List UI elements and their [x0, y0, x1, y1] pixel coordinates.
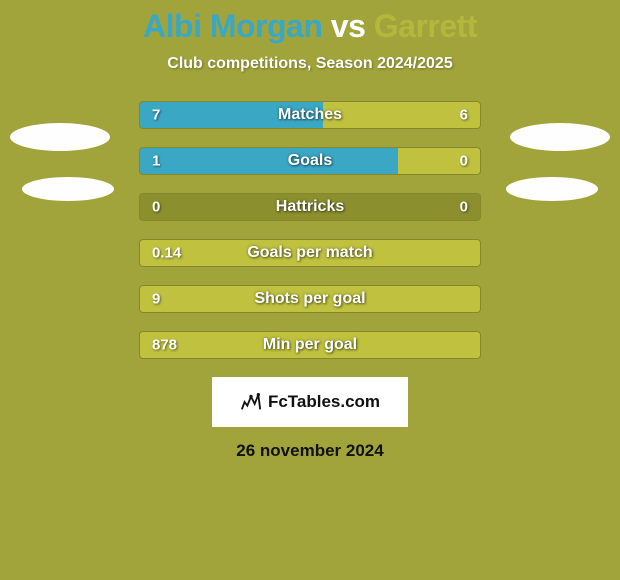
player1-name: Albi Morgan — [143, 8, 322, 44]
stat-bar: Goals 1 0 — [139, 147, 481, 175]
watermark: FcTables.com — [212, 377, 408, 427]
stat-value-left: 0.14 — [152, 245, 181, 262]
bar-segment-right — [323, 102, 480, 128]
fctables-icon — [240, 391, 262, 413]
stat-bar: Goals per match 0.14 — [139, 239, 481, 267]
stat-label: Hattricks — [276, 198, 344, 216]
stat-row: Goals 1 0 — [138, 147, 482, 175]
stat-value-left: 878 — [152, 337, 177, 354]
stat-bar: Matches 7 6 — [139, 101, 481, 129]
stat-value-right: 0 — [460, 199, 468, 216]
stat-row: Goals per match 0.14 — [138, 239, 482, 267]
stat-value-left: 7 — [152, 107, 160, 124]
stats-bar-area: Matches 7 6 Goals 1 0 Hattricks 0 0 Goals per mat… — [138, 101, 482, 359]
comparison-title: Albi Morgan vs Garrett — [0, 8, 620, 45]
stat-value-right: 6 — [460, 107, 468, 124]
stat-row: Min per goal 878 — [138, 331, 482, 359]
stat-value-right: 0 — [460, 153, 468, 170]
stat-value-left: 0 — [152, 199, 160, 216]
subtitle: Club competitions, Season 2024/2025 — [0, 55, 620, 73]
stat-value-left: 9 — [152, 291, 160, 308]
stat-row: Matches 7 6 — [138, 101, 482, 129]
bar-segment-left — [140, 148, 398, 174]
stat-label: Goals per match — [247, 244, 372, 262]
stat-value-left: 1 — [152, 153, 160, 170]
stat-bar: Min per goal 878 — [139, 331, 481, 359]
stat-row: Shots per goal 9 — [138, 285, 482, 313]
stat-label: Matches — [278, 106, 342, 124]
watermark-text: FcTables.com — [268, 392, 380, 412]
date-label: 26 november 2024 — [0, 441, 620, 461]
stat-label: Min per goal — [263, 336, 357, 354]
stat-row: Hattricks 0 0 — [138, 193, 482, 221]
player2-name: Garrett — [374, 8, 477, 44]
stat-label: Shots per goal — [254, 290, 365, 308]
stat-label: Goals — [288, 152, 332, 170]
vs-text: vs — [322, 8, 373, 44]
stat-bar: Hattricks 0 0 — [139, 193, 481, 221]
stat-bar: Shots per goal 9 — [139, 285, 481, 313]
